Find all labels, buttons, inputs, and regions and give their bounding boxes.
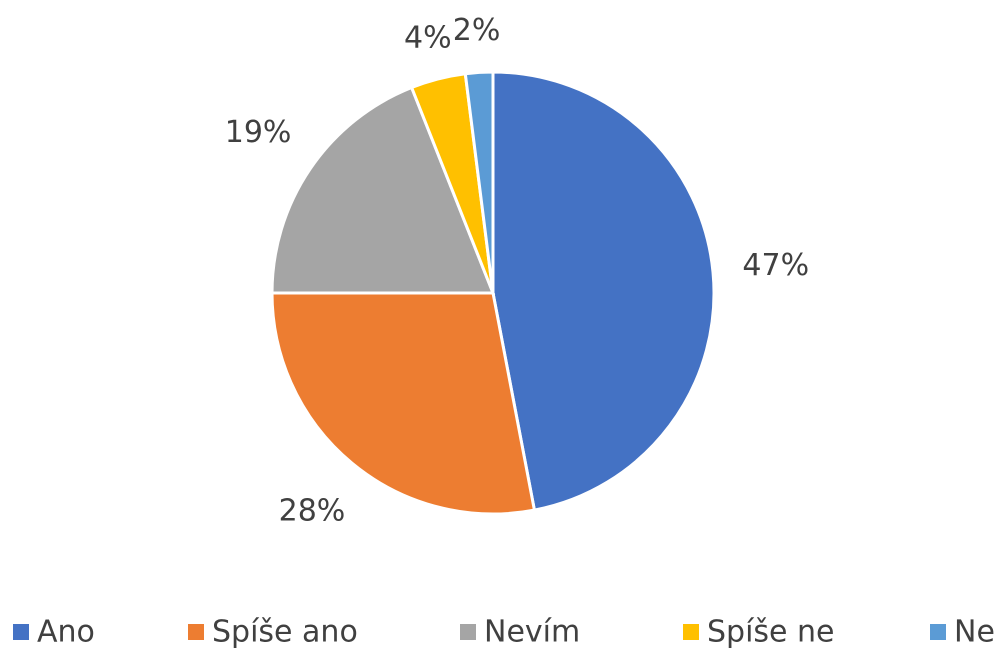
legend-swatch <box>930 624 946 640</box>
legend-label: Nevím <box>484 615 580 650</box>
pie-slice <box>270 85 496 295</box>
data-label: 47% <box>742 248 809 283</box>
pie-slice <box>491 70 716 512</box>
legend-label: Ano <box>37 615 95 650</box>
legend-label: Spíše ano <box>212 615 358 650</box>
data-label: 4% <box>404 21 452 56</box>
legend-swatch <box>460 624 476 640</box>
legend-label: Ne <box>954 615 995 650</box>
legend-swatch <box>13 624 29 640</box>
data-label: 2% <box>453 13 501 48</box>
pie-slice <box>463 70 495 294</box>
legend-label: Spíše ne <box>707 615 835 650</box>
data-label: 28% <box>279 493 346 528</box>
legend-swatch <box>188 624 204 640</box>
data-label: 19% <box>225 115 292 150</box>
legend-swatch <box>683 624 699 640</box>
pie-slice <box>270 291 537 516</box>
